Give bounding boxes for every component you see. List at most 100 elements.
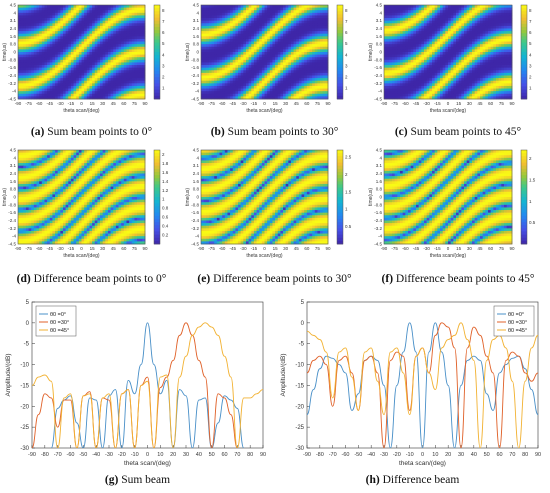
heatmap-cell: [243, 23, 247, 27]
heatmap-cell: [115, 38, 119, 42]
heatmap-cell: [426, 10, 430, 14]
heatmap-cell: [389, 38, 393, 42]
heatmap-cell: [131, 96, 135, 100]
heatmap-cell: [293, 28, 297, 32]
heatmap-cell: [139, 67, 143, 71]
heatmap-cell: [33, 80, 37, 84]
heatmap-cell: [238, 5, 242, 9]
heatmap-cell: [408, 10, 412, 14]
heatmap-cell: [429, 7, 433, 11]
heatmap-cell: [57, 88, 61, 92]
heatmap-cell: [211, 52, 215, 56]
heatmap-cell: [480, 75, 484, 79]
heatmap-cell: [121, 91, 125, 95]
heatmap-cell: [488, 31, 492, 35]
heatmap-cell: [429, 33, 433, 37]
heatmap-cell: [55, 91, 59, 95]
heatmap-cell: [309, 31, 313, 35]
heatmap-cell: [31, 46, 35, 50]
heatmap-cell: [461, 44, 465, 48]
heatmap-cell: [482, 5, 486, 9]
heatmap-cell: [482, 41, 486, 45]
heatmap-cell: [320, 59, 324, 63]
heatmap-cell: [477, 18, 481, 22]
heatmap-cell: [405, 78, 409, 82]
heatmap-cell: [118, 49, 122, 53]
heatmap-cell: [322, 46, 326, 50]
heatmap-cell: [317, 49, 321, 53]
heatmap-cell: [389, 80, 393, 84]
heatmap-cell: [392, 18, 396, 22]
heatmap-cell: [402, 78, 406, 82]
heatmap-cell: [445, 28, 449, 32]
heatmap-cell: [501, 18, 505, 22]
heatmap-cell: [474, 15, 478, 19]
heatmap-cell: [134, 85, 138, 89]
heatmap-cell: [84, 38, 88, 42]
heatmap-cell: [418, 38, 422, 42]
heatmap-cell: [118, 23, 122, 27]
heatmap-cell: [60, 7, 64, 11]
heatmap-cell: [392, 28, 396, 32]
heatmap-cell: [442, 49, 446, 53]
heatmap-cell: [397, 78, 401, 82]
heatmap-cell: [86, 31, 90, 35]
heatmap-cell: [216, 72, 220, 76]
heatmap-cell: [60, 57, 64, 61]
heatmap-cell: [216, 5, 220, 9]
heatmap-cell: [413, 44, 417, 48]
heatmap-cell: [206, 80, 210, 84]
heatmap-cell: [65, 96, 69, 100]
heatmap-cell: [283, 38, 287, 42]
heatmap-cell: [320, 49, 324, 53]
heatmap-cell: [493, 59, 497, 63]
heatmap-cell: [296, 83, 300, 87]
heatmap-cell: [20, 20, 24, 24]
heatmap-cell: [410, 20, 414, 24]
heatmap-cell: [386, 54, 390, 58]
heatmap-cell: [232, 62, 236, 66]
heatmap-cell: [434, 44, 438, 48]
heatmap-cell: [501, 72, 505, 76]
heatmap-cell: [306, 83, 310, 87]
heatmap-cell: [440, 70, 444, 74]
heatmap-cell: [113, 62, 117, 66]
heatmap-cell: [304, 93, 308, 97]
heatmap-cell: [496, 59, 500, 63]
heatmap-cell: [437, 52, 441, 56]
heatmap-cell: [259, 72, 263, 76]
heatmap-cell: [275, 38, 279, 42]
heatmap-cell: [105, 12, 109, 16]
heatmap-cell: [389, 12, 393, 16]
heatmap-cell: [20, 7, 24, 11]
heatmap-cell: [238, 28, 242, 32]
heatmap-cell: [115, 25, 119, 29]
heatmap-cell: [92, 44, 96, 48]
x-tick-label: -15: [68, 101, 75, 106]
heatmap-cell: [437, 70, 441, 74]
heatmap-cell: [405, 5, 409, 9]
heatmap-cell: [272, 46, 276, 50]
heatmap-cell: [285, 41, 289, 45]
heatmap-cell: [41, 59, 45, 63]
heatmap-cell: [384, 41, 388, 45]
heatmap-cell: [416, 59, 420, 63]
heatmap-cell: [118, 85, 122, 89]
heatmap-cell: [20, 72, 24, 76]
heatmap-cell: [105, 41, 109, 45]
heatmap-cell: [256, 54, 260, 58]
heatmap-cell: [400, 7, 404, 11]
heatmap-cell: [469, 72, 473, 76]
heatmap-cell: [424, 15, 428, 19]
heatmap-cell: [480, 28, 484, 32]
heatmap-cell: [110, 88, 114, 92]
heatmap-cell: [41, 44, 45, 48]
heatmap-cell: [235, 59, 239, 63]
heatmap-cell: [216, 33, 220, 37]
heatmap-cell: [504, 59, 508, 63]
heatmap-cell: [498, 36, 502, 40]
heatmap-cell: [405, 28, 409, 32]
heatmap-cell: [445, 59, 449, 63]
heatmap-cell: [25, 46, 29, 50]
heatmap-cell: [131, 88, 135, 92]
